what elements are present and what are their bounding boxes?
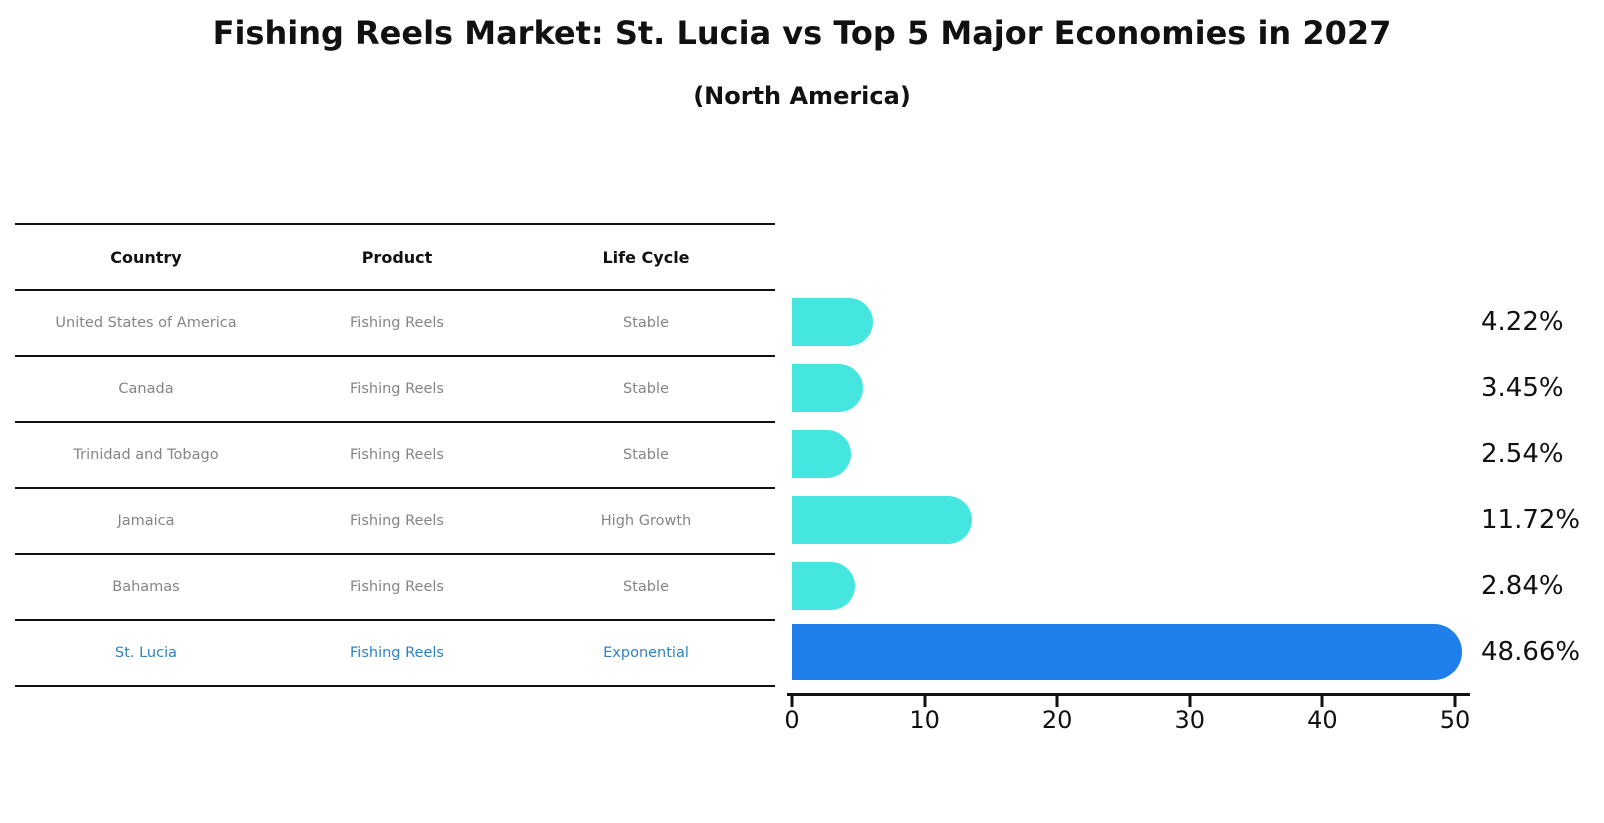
x-axis-tick-label: 10 (909, 706, 940, 734)
column-header-life-cycle: Life Cycle (602, 247, 690, 267)
column-header-product: Product (361, 247, 433, 267)
life-cycle-cell: Stable (623, 381, 669, 397)
table-header-row: Country Product Life Cycle (15, 224, 775, 290)
x-axis-tick (1055, 695, 1059, 707)
x-axis-tick (1188, 695, 1192, 707)
bar (792, 430, 851, 478)
product-cell: Fishing Reels (350, 447, 444, 463)
life-cycle-cell: Stable (623, 579, 669, 595)
x-axis-tick-label: 0 (784, 706, 800, 734)
country-cell: Bahamas (112, 579, 180, 595)
column-header-country: Country (110, 247, 182, 267)
x-axis-tick (1453, 695, 1457, 707)
x-axis-tick (790, 695, 794, 707)
country-cell: Canada (118, 381, 174, 397)
product-cell: Fishing Reels (350, 579, 444, 595)
bar (792, 298, 873, 346)
country-cell: Trinidad and Tobago (73, 447, 219, 463)
table-row: Bahamas Fishing Reels Stable (15, 554, 775, 620)
country-table: Country Product Life Cycle United States… (15, 223, 775, 687)
bar-highlight (792, 624, 1463, 680)
product-cell: Fishing Reels (350, 381, 444, 397)
x-axis-tick (923, 695, 927, 707)
product-cell: Fishing Reels (350, 645, 444, 661)
bar-value-label: 2.54% (1481, 439, 1564, 469)
life-cycle-cell: Stable (623, 447, 669, 463)
page-title: Fishing Reels Market: St. Lucia vs Top 5… (212, 14, 1392, 52)
bar (792, 562, 855, 610)
table-row-highlight: St. Lucia Fishing Reels Exponential (15, 620, 775, 686)
country-cell: Jamaica (117, 513, 175, 529)
x-axis (787, 693, 1470, 696)
x-axis-tick-label: 40 (1307, 706, 1338, 734)
table-row: United States of America Fishing Reels S… (15, 290, 775, 356)
page-subtitle: (North America) (693, 82, 911, 110)
country-cell: St. Lucia (114, 645, 177, 661)
bar-value-label: 2.84% (1481, 571, 1564, 601)
life-cycle-cell: High Growth (600, 513, 692, 529)
life-cycle-cell: Exponential (603, 645, 689, 661)
country-cell: United States of America (55, 315, 237, 331)
bar (792, 496, 973, 544)
life-cycle-cell: Stable (623, 315, 669, 331)
bar-value-label: 11.72% (1481, 505, 1581, 535)
product-cell: Fishing Reels (350, 513, 444, 529)
bar (792, 364, 863, 412)
x-axis-tick-label: 50 (1439, 706, 1471, 734)
table-row: Jamaica Fishing Reels High Growth (15, 488, 775, 554)
bar-value-label: 48.66% (1481, 637, 1581, 667)
x-axis-tick-label: 20 (1041, 706, 1073, 734)
table-row: Trinidad and Tobago Fishing Reels Stable (15, 422, 775, 488)
product-cell: Fishing Reels (350, 315, 444, 331)
bar-value-label: 3.45% (1481, 373, 1564, 403)
bar-value-label: 4.22% (1481, 307, 1564, 337)
x-axis-tick-label: 30 (1174, 706, 1206, 734)
x-axis-tick (1320, 695, 1324, 707)
table-row: Canada Fishing Reels Stable (15, 356, 775, 422)
